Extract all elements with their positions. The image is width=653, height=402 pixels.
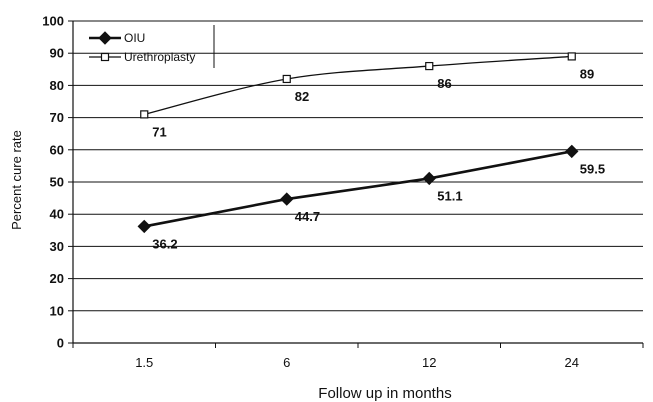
data-point <box>567 52 576 61</box>
series-line <box>144 150 572 228</box>
legend: OIU Urethroplasty <box>89 25 215 68</box>
series-group: 36.2 44.7 51.1 59.5 71 82 86 89 <box>137 52 605 251</box>
y-tick-label: 90 <box>50 46 64 61</box>
legend-item: OIU <box>89 31 145 45</box>
data-label: 59.5 <box>580 161 605 176</box>
legend-item: Urethroplasty <box>89 50 195 64</box>
x-tick-label: 24 <box>565 355 579 370</box>
gridlines <box>73 20 643 312</box>
y-tick-label: 20 <box>50 271 64 286</box>
y-tick-label: 80 <box>50 78 64 93</box>
y-tick-label: 100 <box>42 14 64 29</box>
x-tick-label: 1.5 <box>135 355 153 370</box>
y-tick-labels: 0 10 20 30 40 50 60 70 80 90 100 <box>42 14 64 351</box>
legend-label: Urethroplasty <box>124 50 195 64</box>
y-tick-label: 50 <box>50 175 64 190</box>
x-tick-label: 12 <box>422 355 436 370</box>
series-line <box>144 55 572 116</box>
x-tick-labels: 1.5 6 12 24 <box>135 355 579 370</box>
data-point <box>565 144 579 159</box>
y-tick-label: 30 <box>50 239 64 254</box>
data-point <box>98 31 112 45</box>
series-urethroplasty: 71 82 86 89 <box>140 52 594 139</box>
x-axis-title: Follow up in months <box>318 385 451 402</box>
series-oiu: 36.2 44.7 51.1 59.5 <box>137 144 605 251</box>
data-point <box>280 192 294 206</box>
y-tick-label: 10 <box>50 303 64 318</box>
data-label: 36.2 <box>152 236 177 251</box>
data-point <box>425 61 434 71</box>
y-tick-label: 40 <box>50 207 64 222</box>
y-tick-label: 0 <box>57 336 64 351</box>
data-label: 71 <box>152 124 166 139</box>
data-point <box>100 52 110 62</box>
data-label: 44.7 <box>295 209 320 224</box>
x-tick-label: 6 <box>283 355 290 370</box>
data-label: 89 <box>580 66 594 81</box>
data-point <box>137 219 151 234</box>
legend-label: OIU <box>124 31 145 45</box>
data-point <box>422 171 436 186</box>
data-point <box>140 110 149 119</box>
data-label: 86 <box>437 76 451 91</box>
axes <box>68 20 644 348</box>
y-axis-title: Percent cure rate <box>9 130 24 230</box>
data-label: 51.1 <box>437 188 462 203</box>
data-label: 82 <box>295 89 309 104</box>
y-tick-label: 70 <box>50 110 64 125</box>
y-tick-label: 60 <box>50 142 64 157</box>
data-point <box>282 74 291 84</box>
